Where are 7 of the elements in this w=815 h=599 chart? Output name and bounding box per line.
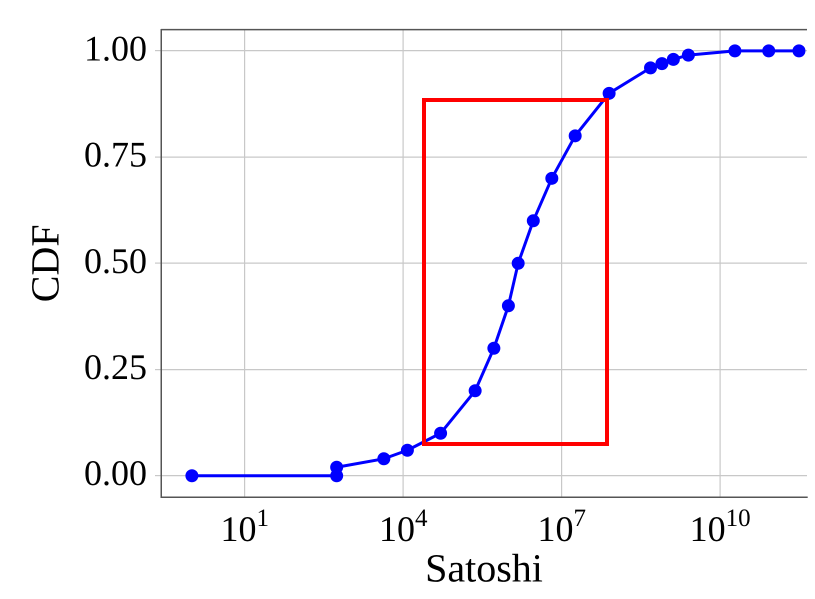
y-tick-label: 0.00 bbox=[84, 453, 147, 494]
y-axis-title: CDF bbox=[22, 224, 68, 302]
y-tick-label: 1.00 bbox=[84, 28, 147, 68]
y-tick-label: 0.75 bbox=[84, 134, 147, 175]
y-tick-label: 0.25 bbox=[84, 346, 147, 387]
y-tick-label: 0.50 bbox=[84, 240, 147, 281]
x-axis-title: Satoshi bbox=[425, 546, 543, 590]
